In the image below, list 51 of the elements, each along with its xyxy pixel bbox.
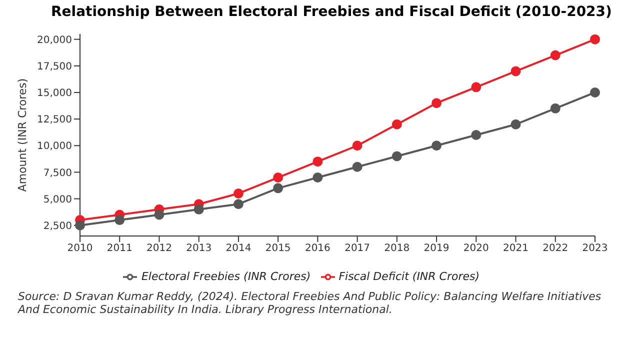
point [550,103,560,114]
legend-label: Fiscal Deficit (INR Crores) [338,270,480,284]
chart-title: Relationship Between Electoral Freebies and Fiscal Deficit (2010-2023) [50,4,613,22]
y-tick-label: 12,500 [37,114,72,126]
x-tick-label: 2019 [424,243,450,254]
x-tick-label: 2012 [146,243,172,254]
x-tick-label: 2010 [67,243,93,254]
x-tick-label: 2014 [226,243,252,254]
x-tick-label: 2018 [384,243,410,254]
point [590,34,600,44]
point [510,119,521,130]
point [114,215,125,226]
point [590,87,600,98]
source-note: Source: D Sravan Kumar Reddy, (2024). Electoral Freebies And Public Policy: Balancing Welfare Initiatives And Economic Sustainability In India. Library Progress International. [16,290,602,316]
point [194,204,204,214]
point [352,162,362,172]
point [550,50,560,60]
point [432,98,442,108]
point [392,151,402,162]
x-tick-label: 2011 [106,243,132,254]
point [510,66,521,76]
x-tick-label: 2022 [542,243,568,254]
point [233,188,244,198]
legend-label: Electoral Freebies (INR Crores) [141,270,311,284]
y-axis-title: Amount (INR Crores) [16,78,29,192]
y-tick-label: 15,000 [37,88,72,100]
point [471,130,482,140]
x-tick-label: 2023 [582,243,608,254]
x-tick-label: 2016 [304,243,330,254]
x-tick-label: 2020 [463,243,489,254]
x-tick-label: 2017 [344,243,370,254]
y-tick-label: 10,000 [37,141,72,152]
y-tick-label: 2,500 [43,220,72,232]
point [312,172,323,183]
x-tick-label: 2021 [503,243,528,254]
point [392,119,402,130]
point [75,220,85,230]
point [154,210,164,220]
point [233,199,244,210]
y-tick-label: 5,000 [43,194,72,206]
x-tick-label: 2015 [265,243,291,254]
y-tick-label: 7,500 [43,168,72,179]
y-tick-label: 17,500 [37,61,72,72]
point [312,156,323,167]
point [273,172,284,183]
y-tick-label: 20,000 [37,34,72,46]
point [352,140,362,151]
x-tick-label: 2013 [186,243,212,254]
point [273,183,284,194]
point [471,82,482,92]
point [432,140,442,151]
